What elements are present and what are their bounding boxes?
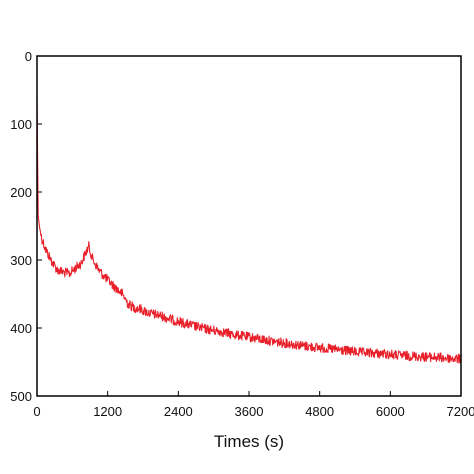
y-tick-label: 400 — [10, 321, 32, 336]
plot-area-frame — [36, 55, 462, 397]
y-tick-label: 100 — [10, 117, 32, 132]
x-axis-tick-labels: 0 1200 2400 3600 4800 6000 7200 — [33, 404, 474, 419]
y-tick-label: 0 — [25, 49, 32, 64]
x-tick-label: 0 — [33, 404, 40, 419]
y-tick-label: 300 — [10, 253, 32, 268]
y-axis-tick-labels: 0 100 200 300 400 500 — [10, 49, 32, 404]
x-tick-label: 7200 — [447, 404, 474, 419]
x-tick-label: 6000 — [376, 404, 405, 419]
x-tick-label: 3600 — [235, 404, 264, 419]
x-tick-label: 1200 — [93, 404, 122, 419]
x-tick-label: 4800 — [305, 404, 334, 419]
y-tick-label: 500 — [10, 389, 32, 404]
x-axis-title: Times (s) — [214, 432, 284, 451]
x-tick-label: 2400 — [164, 404, 193, 419]
y-tick-label: 200 — [10, 185, 32, 200]
series-line — [36, 96, 462, 364]
